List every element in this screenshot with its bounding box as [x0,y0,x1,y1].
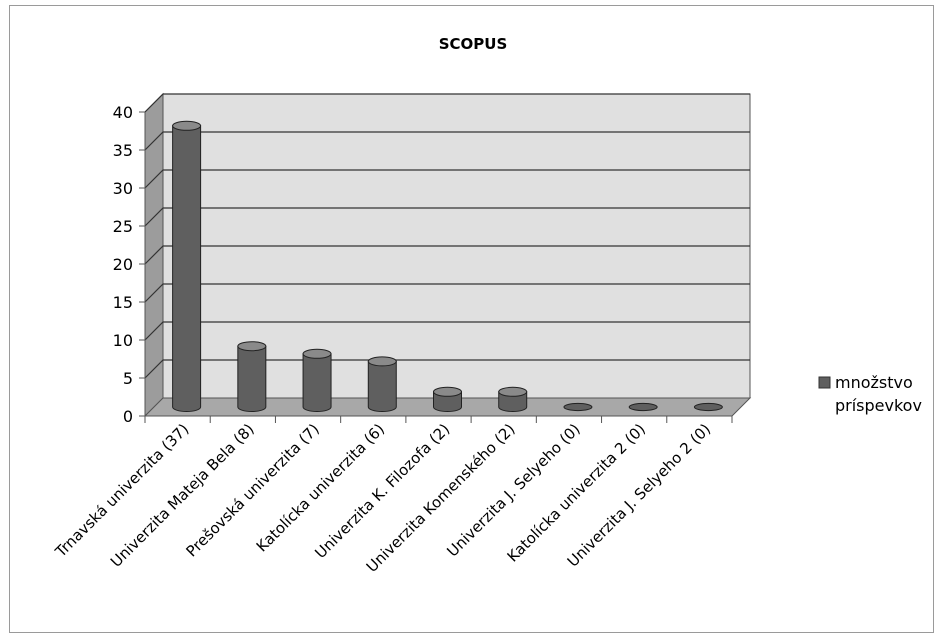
bar-zero [628,402,658,412]
bar [237,345,267,412]
gridline [144,321,750,341]
bar [433,391,462,412]
bar-top [367,356,397,367]
y-tick-label: 35 [113,141,133,160]
gridline [144,245,750,265]
bar-top [172,120,202,131]
legend-label-line1: množstvo [835,373,913,392]
gridline [144,283,750,303]
y-tick-label: 15 [113,293,133,312]
bar-top [433,386,462,397]
bar-zero [693,402,723,412]
x-category-label: Katolícka univerzita (6) [253,420,388,555]
bar-zero [563,402,593,412]
gridline [144,359,750,379]
y-tick-label: 40 [113,103,133,122]
y-tick-label: 5 [123,369,133,388]
gridline [144,169,750,189]
gridline [144,93,750,113]
y-tick-label: 10 [113,331,133,350]
x-category-label: Univerzita J. Selyeho (0) [443,420,583,560]
x-category-label: Trnavská univerzita (37) [51,420,192,561]
legend: množstvo príspevkov [818,373,922,415]
bar [498,391,528,412]
y-tick-label: 25 [113,217,133,236]
y-tick-label: 20 [113,255,133,274]
bar-top [498,386,528,397]
x-category-label: Prešovská univerzita (7) [183,420,323,560]
bar [172,125,202,412]
bar-top [237,341,267,352]
legend-label-line2: príspevkov [835,396,922,415]
y-tick-label: 30 [113,179,133,198]
y-tick-label: 0 [123,407,133,426]
gridline [144,207,750,227]
plot-area: 0 5 10 15 20 25 30 35 40 Trnavská univerzita (37)… [51,92,752,576]
x-category-label: Katolícka univerzita 2 (0) [504,420,649,565]
bar [367,360,397,412]
gridline [144,131,750,151]
bar [302,353,332,412]
bar-top [302,348,332,359]
x-category-label: Univerzita K. Filozofa (2) [311,420,453,562]
chart-title: SCOPUS [439,35,508,53]
legend-swatch [818,376,831,389]
